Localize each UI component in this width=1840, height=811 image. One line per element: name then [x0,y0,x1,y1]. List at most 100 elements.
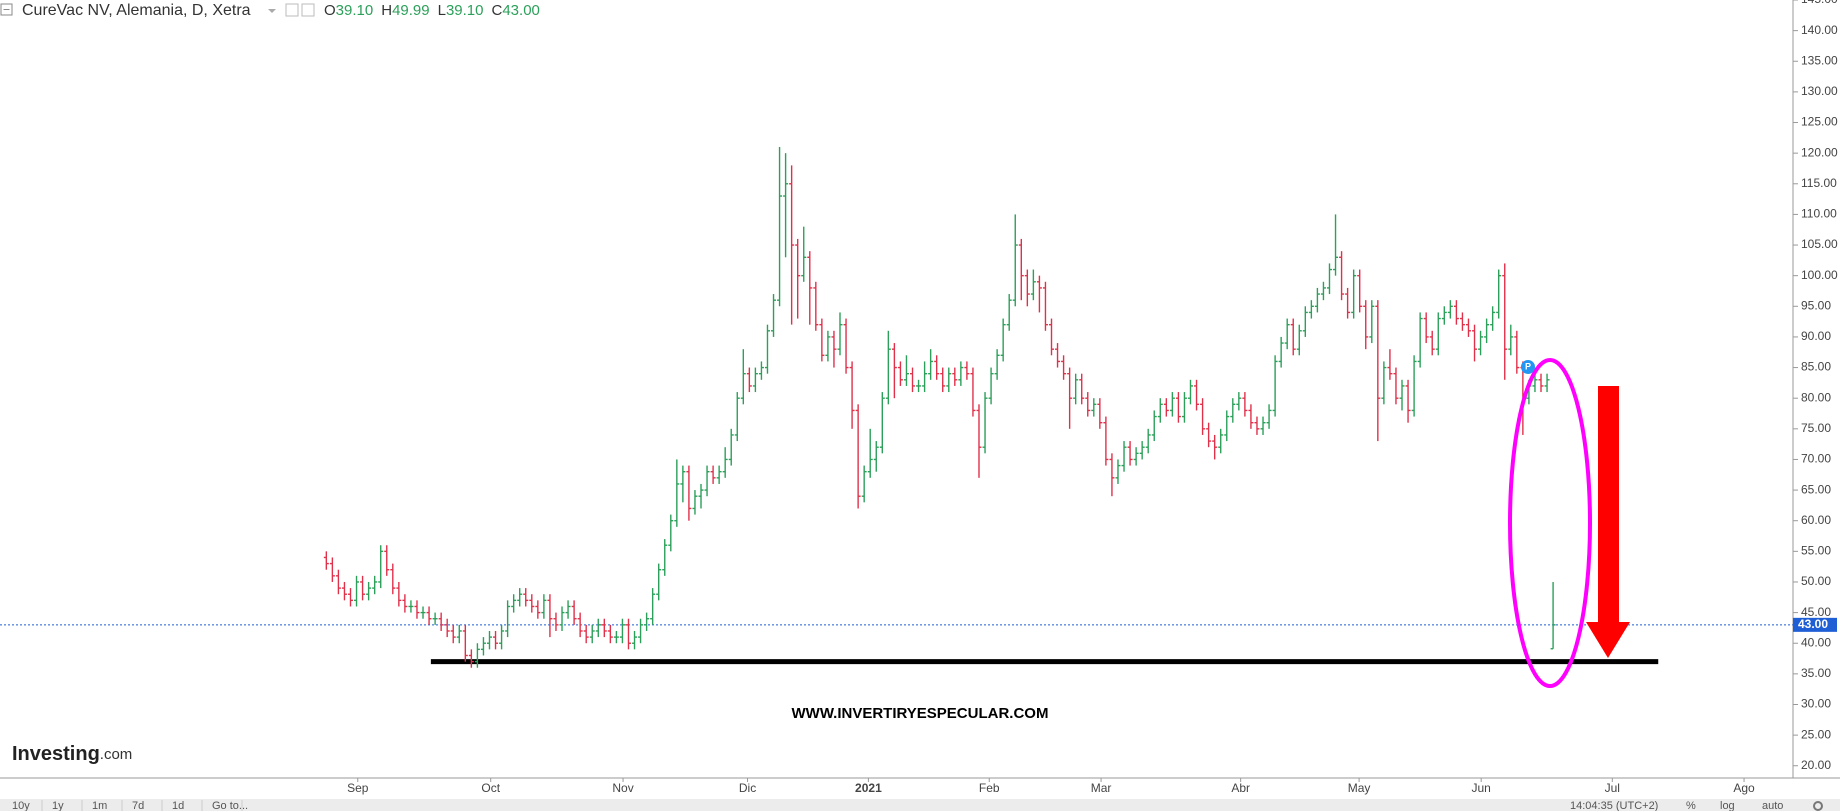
y-tick-label: 90.00 [1801,329,1831,343]
ohlc-bar [468,649,474,668]
ohlc-bar [1490,306,1496,331]
ohlc-bar [1381,361,1387,405]
y-tick-label: 140.00 [1801,23,1838,37]
ohlc-bar [1345,287,1351,319]
ohlc-bar [1465,318,1471,337]
ohlc-bar [535,600,541,619]
y-tick-label: 35.00 [1801,666,1831,680]
dropdown-icon[interactable] [268,9,276,13]
ohlc-bar [1320,281,1326,301]
ohlc-bar [1296,324,1302,356]
ohlc-bar [994,349,1000,380]
ohlc-bar [1502,263,1508,380]
ohlc-bar [946,367,952,393]
ohlc-bar [1496,269,1502,319]
x-tick-label: Sep [347,781,369,795]
range-button[interactable]: Go to... [212,800,248,811]
y-tick-label: 25.00 [1801,727,1831,741]
logo: Investing.com [12,743,132,765]
ohlc-bar [1399,379,1405,411]
plot: 20.00 25.00 30.00 35.00 40.00 45.00 50.00 55.00… [0,0,1838,795]
toolbar-time: 14:04:35 (UTC+2) [1570,800,1658,811]
gear-icon[interactable] [1813,801,1823,811]
y-tick-label: 80.00 [1801,390,1831,404]
ohlc-bar [444,618,450,638]
ohlc-bar [1103,416,1109,466]
y-tick-label: 85.00 [1801,360,1831,374]
ohlc-bar [559,606,565,631]
logo-suffix: .com [100,746,133,763]
y-tick-label: 120.00 [1801,145,1838,159]
ohlc-bar [1157,398,1163,423]
toolbar-option[interactable]: log [1720,800,1735,811]
ohlc-bar [1018,238,1024,301]
field-value: 39.10 [446,2,484,19]
ohlc-bar [1290,318,1296,356]
ohlc-bar [1097,398,1103,429]
ohlc-bar [1478,330,1484,356]
ohlc-bar [1272,355,1278,417]
collapse-icon[interactable] [0,3,13,16]
y-tick-label: 130.00 [1801,84,1838,98]
ohlc-bar [1175,392,1181,423]
ohlc-bar [493,630,499,650]
ohlc-bar [764,324,770,374]
ohlc-bar [1212,434,1218,460]
ohlc-bar [499,624,505,650]
ohlc-bar [1266,404,1272,429]
y-tick-label: 55.00 [1801,544,1831,558]
settings-icon[interactable] [285,3,299,17]
ohlc-bar [517,588,523,607]
ohlc-bar [1073,373,1079,405]
ohlc-bar [952,367,958,386]
ohlc-bar [426,606,432,625]
ohlc-bar [825,330,831,362]
range-button[interactable]: 10y [12,800,30,811]
x-tick-label: May [1348,781,1371,795]
close-icon[interactable] [301,3,315,17]
ohlc-bar [795,238,801,319]
ohlc-bar [553,612,559,631]
ohlc-bar [837,312,843,356]
ohlc-bar [686,465,692,521]
ohlc-bar [1151,410,1157,442]
ohlc-bar [1423,312,1429,344]
ohlc-bar [1441,306,1447,325]
ohlc-bar [523,588,529,607]
y-tick-label: 30.00 [1801,697,1831,711]
y-tick-label: 20.00 [1801,758,1831,772]
ohlc-bar [529,594,535,613]
y-tick-label: 135.00 [1801,53,1838,67]
y-tick-label: 75.00 [1801,421,1831,435]
toolbar-items: 10y 1y 1m 7d 1d Go to... 14:04:35 (UTC+2)% log a… [12,800,1823,811]
toolbar-option[interactable]: % [1686,800,1696,811]
y-tick-label: 60.00 [1801,513,1831,527]
ohlc-bar [843,318,849,374]
ohlc-bar [982,392,988,454]
event-badge[interactable] [1521,360,1535,374]
ohlc-bar [547,594,553,638]
x-tick-label: Nov [612,781,633,795]
field-value: 43.00 [502,2,540,19]
ohlc-bar [910,367,916,393]
ohlc-bar [704,465,710,497]
ohlc-bar [879,392,885,454]
ohlc-bar [360,575,366,601]
ohlc-bar [1079,373,1085,405]
ohlc-bar [335,569,341,595]
ohlc-bar [891,343,897,399]
ohlc-bar [867,428,873,478]
toolbar [0,799,1840,811]
ohlc-bar [1411,355,1417,417]
ohlc-bar [1508,324,1514,356]
range-button[interactable]: 1m [92,800,107,811]
range-button[interactable]: 7d [132,800,144,811]
ohlc-bar [1187,379,1193,405]
range-button[interactable]: 1d [172,800,184,811]
y-tick-label: 70.00 [1801,452,1831,466]
ohlc-bar [601,618,607,638]
toolbar-option[interactable]: auto [1762,800,1783,811]
ohlc-bar [632,630,638,650]
range-button[interactable]: 1y [52,800,64,811]
ohlc-bar [1115,459,1121,484]
